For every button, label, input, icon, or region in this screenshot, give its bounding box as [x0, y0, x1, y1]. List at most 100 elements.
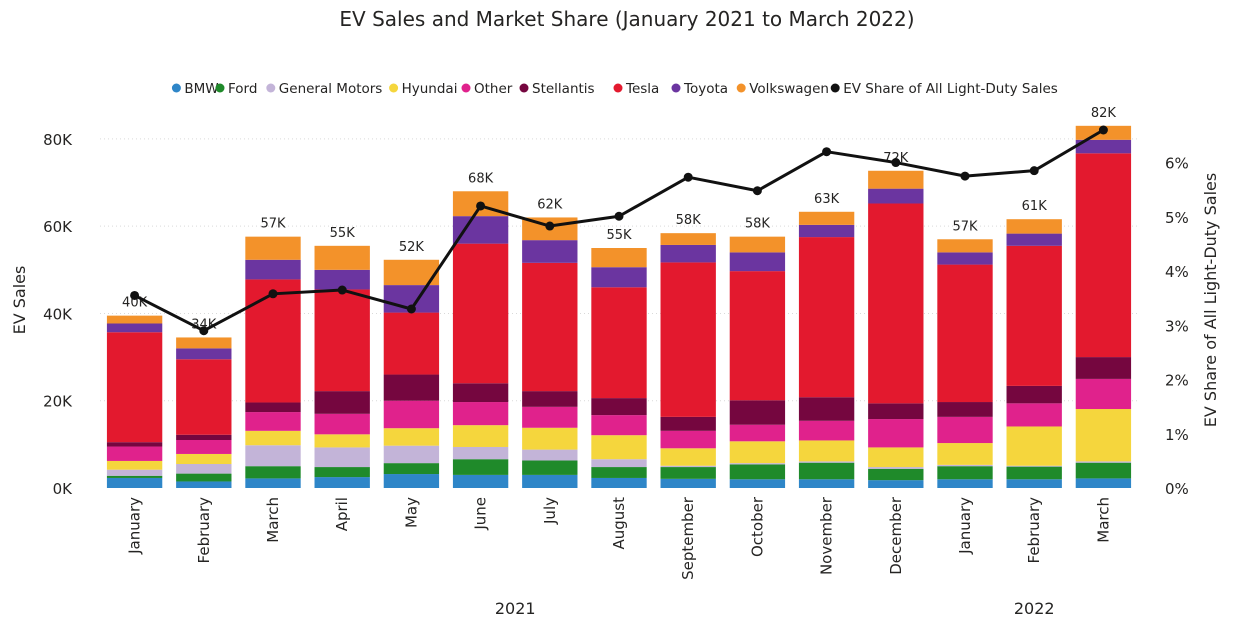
share-point	[683, 172, 693, 182]
bar-segment	[937, 264, 993, 403]
bar-segment	[106, 460, 163, 470]
y2-tick-label: 4%	[1165, 263, 1189, 281]
share-point	[891, 158, 901, 168]
bar-segment	[106, 442, 163, 447]
bar-segment	[314, 467, 370, 478]
y2-axis-title: EV Share of All Light-Duty Sales	[1201, 173, 1220, 427]
share-point	[1098, 125, 1108, 135]
legend-marker	[461, 83, 471, 93]
bar-segment	[591, 467, 647, 478]
bar-segment	[660, 478, 716, 488]
bar-segment	[314, 391, 370, 414]
bar-segment	[314, 413, 370, 435]
bar-segment	[522, 460, 578, 475]
bar-segment	[176, 473, 232, 482]
y-tick-label: 60K	[43, 218, 73, 236]
y2-tick-label: 0%	[1165, 480, 1189, 498]
legend-label: Ford	[228, 81, 257, 97]
x-tick-label: October	[748, 496, 766, 557]
legend-label: Other	[474, 81, 513, 97]
bar-segment	[1006, 403, 1062, 427]
bar-segment	[591, 435, 647, 460]
bar-segment	[660, 467, 716, 479]
bar-segment	[1075, 378, 1132, 410]
total-label: 63K	[814, 192, 840, 207]
bar-segment	[937, 464, 993, 467]
bar-segment	[452, 474, 509, 488]
legend-marker	[389, 83, 399, 93]
bar-segment	[106, 469, 163, 476]
bar-segment	[591, 267, 647, 288]
bar-segment	[245, 430, 301, 446]
bar-segment	[1006, 426, 1062, 466]
legend-label: Volkswagen	[749, 81, 829, 97]
share-point	[960, 171, 970, 181]
bar-segment	[868, 468, 924, 481]
bar-segment	[314, 434, 370, 448]
bar-segment	[937, 443, 993, 465]
legend-marker	[830, 83, 840, 93]
y-tick-label: 0K	[53, 480, 74, 498]
bar-segment	[868, 403, 924, 420]
bar-segment	[868, 467, 924, 469]
y-tick-label: 20K	[43, 393, 73, 411]
bar-segment	[1006, 465, 1062, 467]
bar-segment	[729, 424, 786, 442]
bar-segment	[106, 315, 163, 324]
bar-segment	[798, 420, 855, 441]
bar-segment	[1006, 479, 1062, 488]
share-point	[268, 289, 278, 299]
x-tick-label: February	[195, 497, 213, 564]
bar-segment	[798, 479, 855, 488]
legend-label: EV Share of All Light-Duty Sales	[843, 81, 1058, 97]
bar-segment	[383, 428, 440, 446]
bar-segment	[591, 248, 647, 268]
x-tick-label: February	[1025, 497, 1043, 564]
x-tick-label: May	[402, 497, 420, 528]
total-label: 52K	[399, 240, 425, 255]
bar-segment	[868, 447, 924, 468]
share-point	[614, 211, 624, 221]
total-label: 55K	[606, 228, 632, 243]
legend-label: Stellantis	[532, 81, 595, 97]
bar-segment	[176, 359, 232, 435]
bar-segment	[452, 402, 509, 426]
bar-segment	[452, 459, 509, 475]
y-tick-label: 40K	[43, 305, 73, 323]
bar-segment	[452, 216, 509, 244]
legend-marker	[519, 83, 529, 93]
x-axis: January February March April May June July Augu…	[126, 496, 1113, 618]
total-label: 68K	[468, 171, 494, 186]
bar-segment	[106, 446, 163, 461]
legend: BMW Ford General Motors Hyundai Other Stellan…	[171, 81, 1058, 97]
bar-segment	[314, 269, 370, 290]
share-point	[822, 147, 832, 157]
bar-segment	[660, 430, 716, 449]
bar-segment	[245, 445, 301, 467]
bar-segment	[522, 474, 578, 488]
bar-segment	[591, 287, 647, 399]
bar-segment	[937, 466, 993, 480]
bar-segment	[937, 252, 993, 265]
bar-segment	[591, 415, 647, 436]
bar-segment	[245, 412, 301, 431]
share-point	[337, 285, 347, 295]
share-point	[130, 290, 140, 300]
bar-segment	[660, 465, 716, 468]
bar-segment	[383, 374, 440, 401]
bar-segment	[591, 459, 647, 468]
bar-segment	[729, 271, 786, 401]
x-tick-label: August	[610, 497, 628, 550]
bar-segment	[591, 398, 647, 416]
legend-marker	[215, 83, 225, 93]
bar-segment	[1006, 233, 1062, 246]
bar-segment	[383, 445, 440, 464]
bar-segment	[383, 400, 440, 429]
x-tick-label: March	[264, 497, 282, 543]
bar-segment	[176, 348, 232, 360]
bar-segment	[245, 402, 301, 413]
share-point	[545, 221, 555, 231]
bar-segment	[176, 481, 232, 488]
bar-segment	[660, 233, 716, 245]
y2-tick-label: 5%	[1165, 209, 1189, 227]
